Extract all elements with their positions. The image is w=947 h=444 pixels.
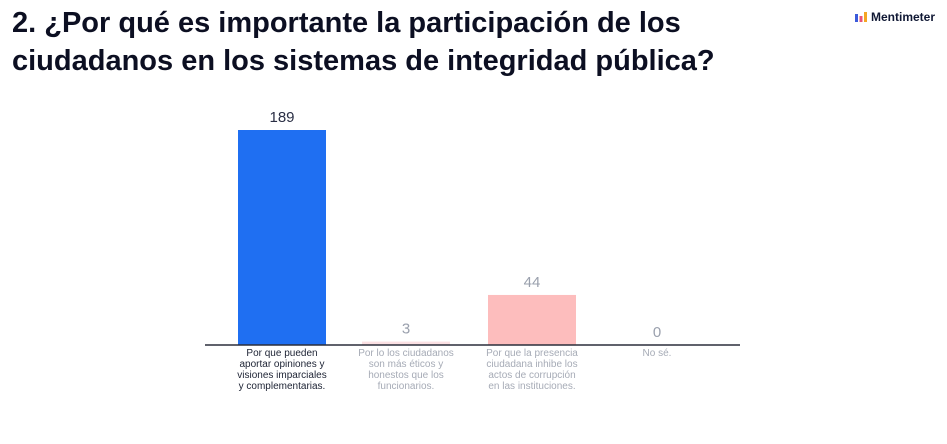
bar-value-label-2: 3 xyxy=(402,321,410,338)
bars-group xyxy=(238,130,576,345)
bar-value-label-4: 0 xyxy=(653,324,661,341)
value-labels-group: 189 3 44 0 xyxy=(269,109,661,341)
category-label-4: No sé. xyxy=(642,348,672,359)
bar-value-label-3: 44 xyxy=(524,274,541,291)
category-label-2: Por lo los ciudadanos son más éticos y h… xyxy=(358,348,454,392)
bar-2 xyxy=(362,341,450,345)
bar-1 xyxy=(238,130,326,345)
brand-name: Mentimeter xyxy=(870,10,935,24)
bar-3 xyxy=(488,294,576,345)
mentimeter-logo-icon xyxy=(854,12,867,22)
page-title: 2. ¿Por qué es importante la participaci… xyxy=(12,7,715,77)
category-label-1: Por que pueden aportar opiniones y visio… xyxy=(237,348,327,392)
bar-value-label-1: 189 xyxy=(269,109,294,126)
brand-logo: Mentimeter xyxy=(854,10,935,24)
category-label-3: Por que la presencia ciudadana inhibe lo… xyxy=(486,348,578,392)
